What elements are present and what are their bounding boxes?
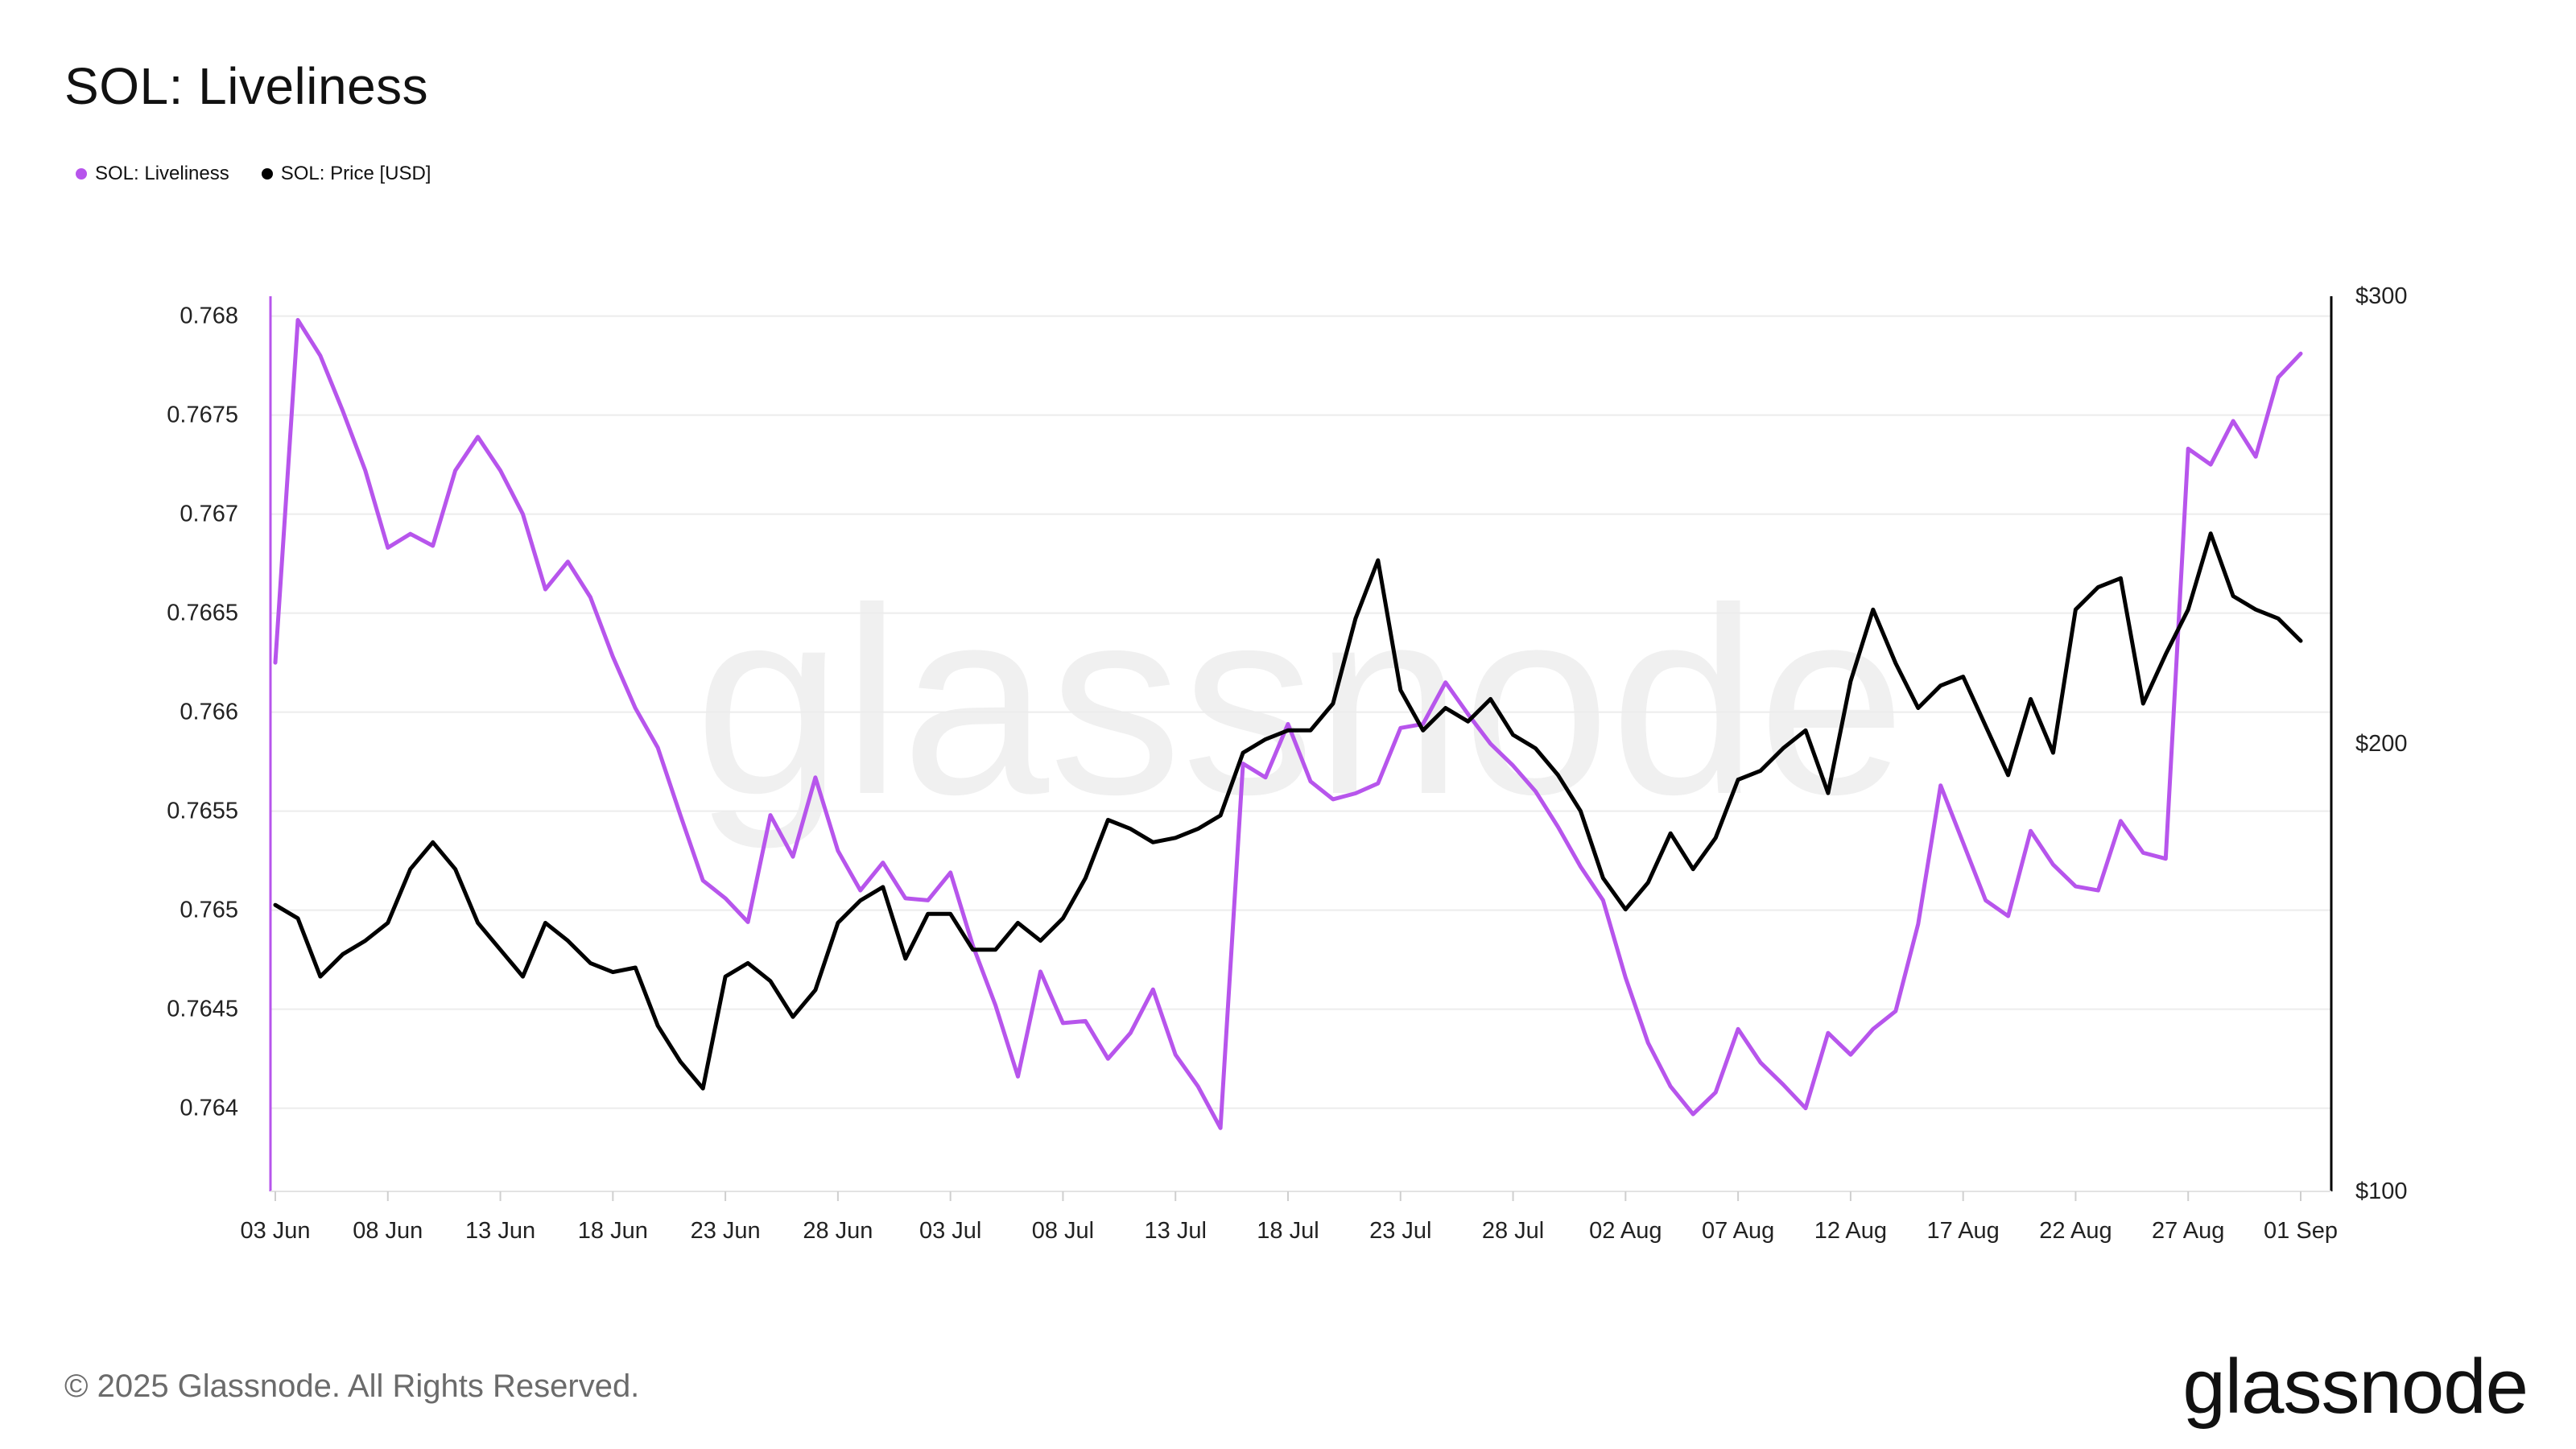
x-axis-tick-label: 07 Aug: [1702, 1218, 1774, 1244]
right-axis-tick-label: $300: [2355, 283, 2408, 309]
left-axis-tick-label: 0.767: [180, 502, 238, 527]
legend-item-price[interactable]: SOL: Price [USD]: [261, 163, 431, 185]
x-axis-tick-label: 13 Jul: [1145, 1218, 1207, 1244]
x-axis-tick-label: 18 Jul: [1257, 1218, 1319, 1244]
copyright-text: © 2025 Glassnode. All Rights Reserved.: [64, 1368, 640, 1404]
left-axis-tick-label: 0.7645: [167, 997, 238, 1022]
right-axis-tick-label: $200: [2355, 731, 2408, 757]
x-axis-tick-label: 02 Aug: [1589, 1218, 1662, 1244]
x-axis-tick-label: 28 Jul: [1482, 1218, 1544, 1244]
right-axis-tick-label: $100: [2355, 1179, 2408, 1204]
glassnode-logo: glassnode: [2182, 1344, 2529, 1430]
x-axis-tick-label: 22 Aug: [2039, 1218, 2112, 1244]
price-line: [273, 531, 2303, 1091]
legend-liveliness-label: SOL: Liveliness: [95, 163, 229, 184]
left-axis-tick-label: 0.765: [180, 898, 238, 923]
left-axis-tick-label: 0.7655: [167, 799, 238, 824]
x-axis-tick-label: 23 Jul: [1369, 1218, 1431, 1244]
x-axis-tick-label: 18 Jun: [578, 1218, 648, 1244]
x-axis-tick-label: 17 Aug: [1927, 1218, 2000, 1244]
axes: [269, 296, 2333, 1201]
x-axis-tick-label: 08 Jul: [1032, 1218, 1094, 1244]
x-axis-tick-label: 03 Jun: [240, 1218, 310, 1244]
grid-lines: [270, 315, 2331, 1109]
watermark: glassnode: [695, 552, 1906, 851]
legend-price-label: SOL: Price [USD]: [280, 163, 431, 184]
legend-liveliness-swatch: [76, 168, 87, 180]
tick-labels: 0.764 0.7645 0.765 0.7655 0.766 0.7665 0.767 0.…: [167, 283, 2407, 1244]
left-axis-tick-label: 0.768: [180, 303, 238, 329]
chart-title: SOL: Liveliness: [64, 57, 429, 115]
x-axis-tick-label: 01 Sep: [2264, 1218, 2338, 1244]
x-axis-tick-label: 03 Jul: [919, 1218, 981, 1244]
x-axis-tick-label: 12 Aug: [1814, 1218, 1887, 1244]
left-axis-tick-label: 0.7665: [167, 601, 238, 626]
x-axis-tick-label: 23 Jun: [691, 1218, 761, 1244]
left-axis-tick-label: 0.7675: [167, 402, 238, 428]
x-axis-tick-label: 13 Jun: [465, 1218, 535, 1244]
x-axis-tick-label: 28 Jun: [803, 1218, 873, 1244]
chart-legend: SOL: Liveliness SOL: Price [USD]: [76, 163, 431, 185]
x-axis-tick-label: 08 Jun: [353, 1218, 423, 1244]
left-axis-tick-label: 0.766: [180, 700, 238, 725]
left-axis-tick-label: 0.764: [180, 1096, 238, 1121]
liveliness-line: [273, 318, 2303, 1130]
legend-price-swatch: [261, 168, 273, 180]
x-axis-tick-label: 27 Aug: [2152, 1218, 2224, 1244]
legend-item-liveliness[interactable]: SOL: Liveliness: [76, 163, 229, 185]
series-lines: [273, 318, 2303, 1130]
